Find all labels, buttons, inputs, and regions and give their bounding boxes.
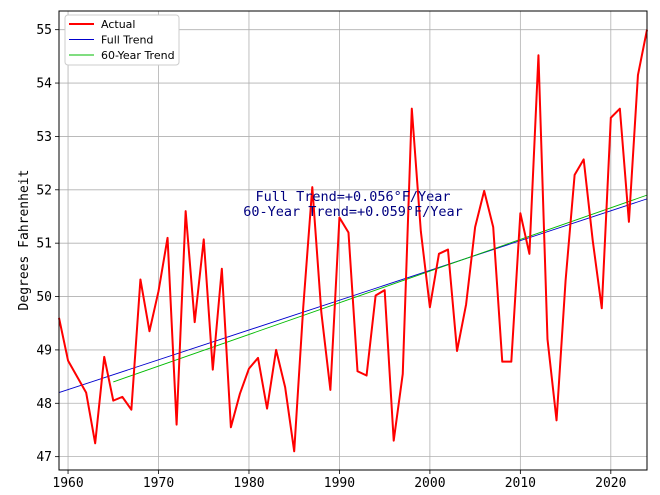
y-tick-label: 54 — [36, 77, 52, 92]
series-60-year-trend-line — [113, 194, 648, 383]
x-tick-label: 2000 — [414, 476, 445, 491]
y-tick-label: 49 — [36, 343, 52, 358]
x-tick-label: 1990 — [324, 476, 355, 491]
annotation-60-year-trend: 60-Year Trend=+0.059°F/Year — [243, 204, 462, 220]
y-tick-label: 47 — [36, 450, 52, 465]
legend-box — [64, 14, 180, 66]
series-actual-line — [58, 29, 648, 453]
x-tick-label: 1970 — [143, 476, 174, 491]
y-axis-label: Degrees Fahrenheit — [17, 170, 32, 311]
axis-ticks: 1960 1970 1980 1990 2000 2010 2020 47 48 49 50 51 52… — [36, 23, 626, 491]
legend: Actual Full Trend 60-Year Trend — [64, 14, 180, 66]
x-tick-label: 2010 — [505, 476, 536, 491]
legend-item-actual-label: Actual — [101, 18, 135, 31]
series-layer — [58, 29, 648, 453]
x-tick-label: 1980 — [233, 476, 264, 491]
y-tick-label: 50 — [36, 290, 52, 305]
legend-item-full-trend-label: Full Trend — [101, 34, 153, 47]
annotation-full-trend: Full Trend=+0.056°F/Year — [255, 189, 450, 205]
y-tick-label: 55 — [36, 23, 52, 38]
y-tick-label: 53 — [36, 130, 52, 145]
y-tick-label: 51 — [36, 237, 52, 252]
x-tick-label: 1960 — [52, 476, 83, 491]
y-tick-label: 48 — [36, 397, 52, 412]
plot-area — [59, 11, 647, 470]
legend-item-60-year-trend-label: 60-Year Trend — [101, 49, 175, 62]
x-tick-label: 2020 — [595, 476, 626, 491]
plot-frame — [58, 10, 648, 471]
y-tick-label: 52 — [36, 183, 52, 198]
